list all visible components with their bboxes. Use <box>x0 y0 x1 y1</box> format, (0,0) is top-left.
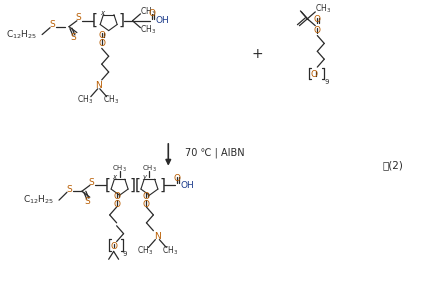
Text: S: S <box>84 196 90 206</box>
Text: x: x <box>113 174 117 181</box>
Text: CH$_3$: CH$_3$ <box>140 6 156 18</box>
Text: CH$_3$: CH$_3$ <box>77 93 93 106</box>
Text: [: [ <box>134 178 140 193</box>
Text: O: O <box>314 26 321 35</box>
Text: O: O <box>149 9 156 18</box>
Text: C$_{12}$H$_{25}$: C$_{12}$H$_{25}$ <box>6 28 37 41</box>
Text: C$_{12}$H$_{25}$: C$_{12}$H$_{25}$ <box>23 194 54 206</box>
Text: CH$_3$: CH$_3$ <box>162 244 179 257</box>
Text: S: S <box>75 13 81 22</box>
Text: S: S <box>70 33 76 42</box>
Text: O: O <box>314 15 321 24</box>
Text: O: O <box>143 200 150 208</box>
Text: S: S <box>88 178 94 187</box>
Text: O: O <box>174 174 181 183</box>
Text: O: O <box>98 39 105 48</box>
Text: OH: OH <box>155 16 169 25</box>
Text: O: O <box>113 192 120 201</box>
Text: CH$_3$: CH$_3$ <box>103 93 119 106</box>
Text: CH$_3$: CH$_3$ <box>315 3 332 15</box>
Text: [: [ <box>105 178 111 193</box>
Text: N: N <box>95 81 102 90</box>
Text: O: O <box>110 242 117 251</box>
Text: CH$_3$: CH$_3$ <box>140 23 156 36</box>
Text: 式(2): 式(2) <box>383 161 404 171</box>
Text: 9: 9 <box>324 79 329 85</box>
Text: S: S <box>66 185 72 194</box>
Text: S: S <box>49 20 55 29</box>
Text: O: O <box>113 200 120 208</box>
Text: ]: ] <box>159 178 165 193</box>
Text: CH$_3$: CH$_3$ <box>142 164 157 174</box>
Text: OH: OH <box>180 181 194 190</box>
Text: O: O <box>311 71 318 80</box>
Text: ]: ] <box>130 178 136 193</box>
Text: CH$_3$: CH$_3$ <box>137 244 153 257</box>
Text: x: x <box>100 10 104 16</box>
Text: ]: ] <box>119 13 125 28</box>
Text: y: y <box>142 174 147 181</box>
Text: O: O <box>98 31 105 40</box>
Text: O: O <box>143 192 150 201</box>
Text: CH$_3$: CH$_3$ <box>112 164 127 174</box>
Text: N: N <box>154 232 161 241</box>
Text: +: + <box>252 47 263 61</box>
Text: [: [ <box>92 13 98 28</box>
Text: 9: 9 <box>123 251 127 257</box>
Text: 70 ℃ | AIBN: 70 ℃ | AIBN <box>185 148 245 158</box>
